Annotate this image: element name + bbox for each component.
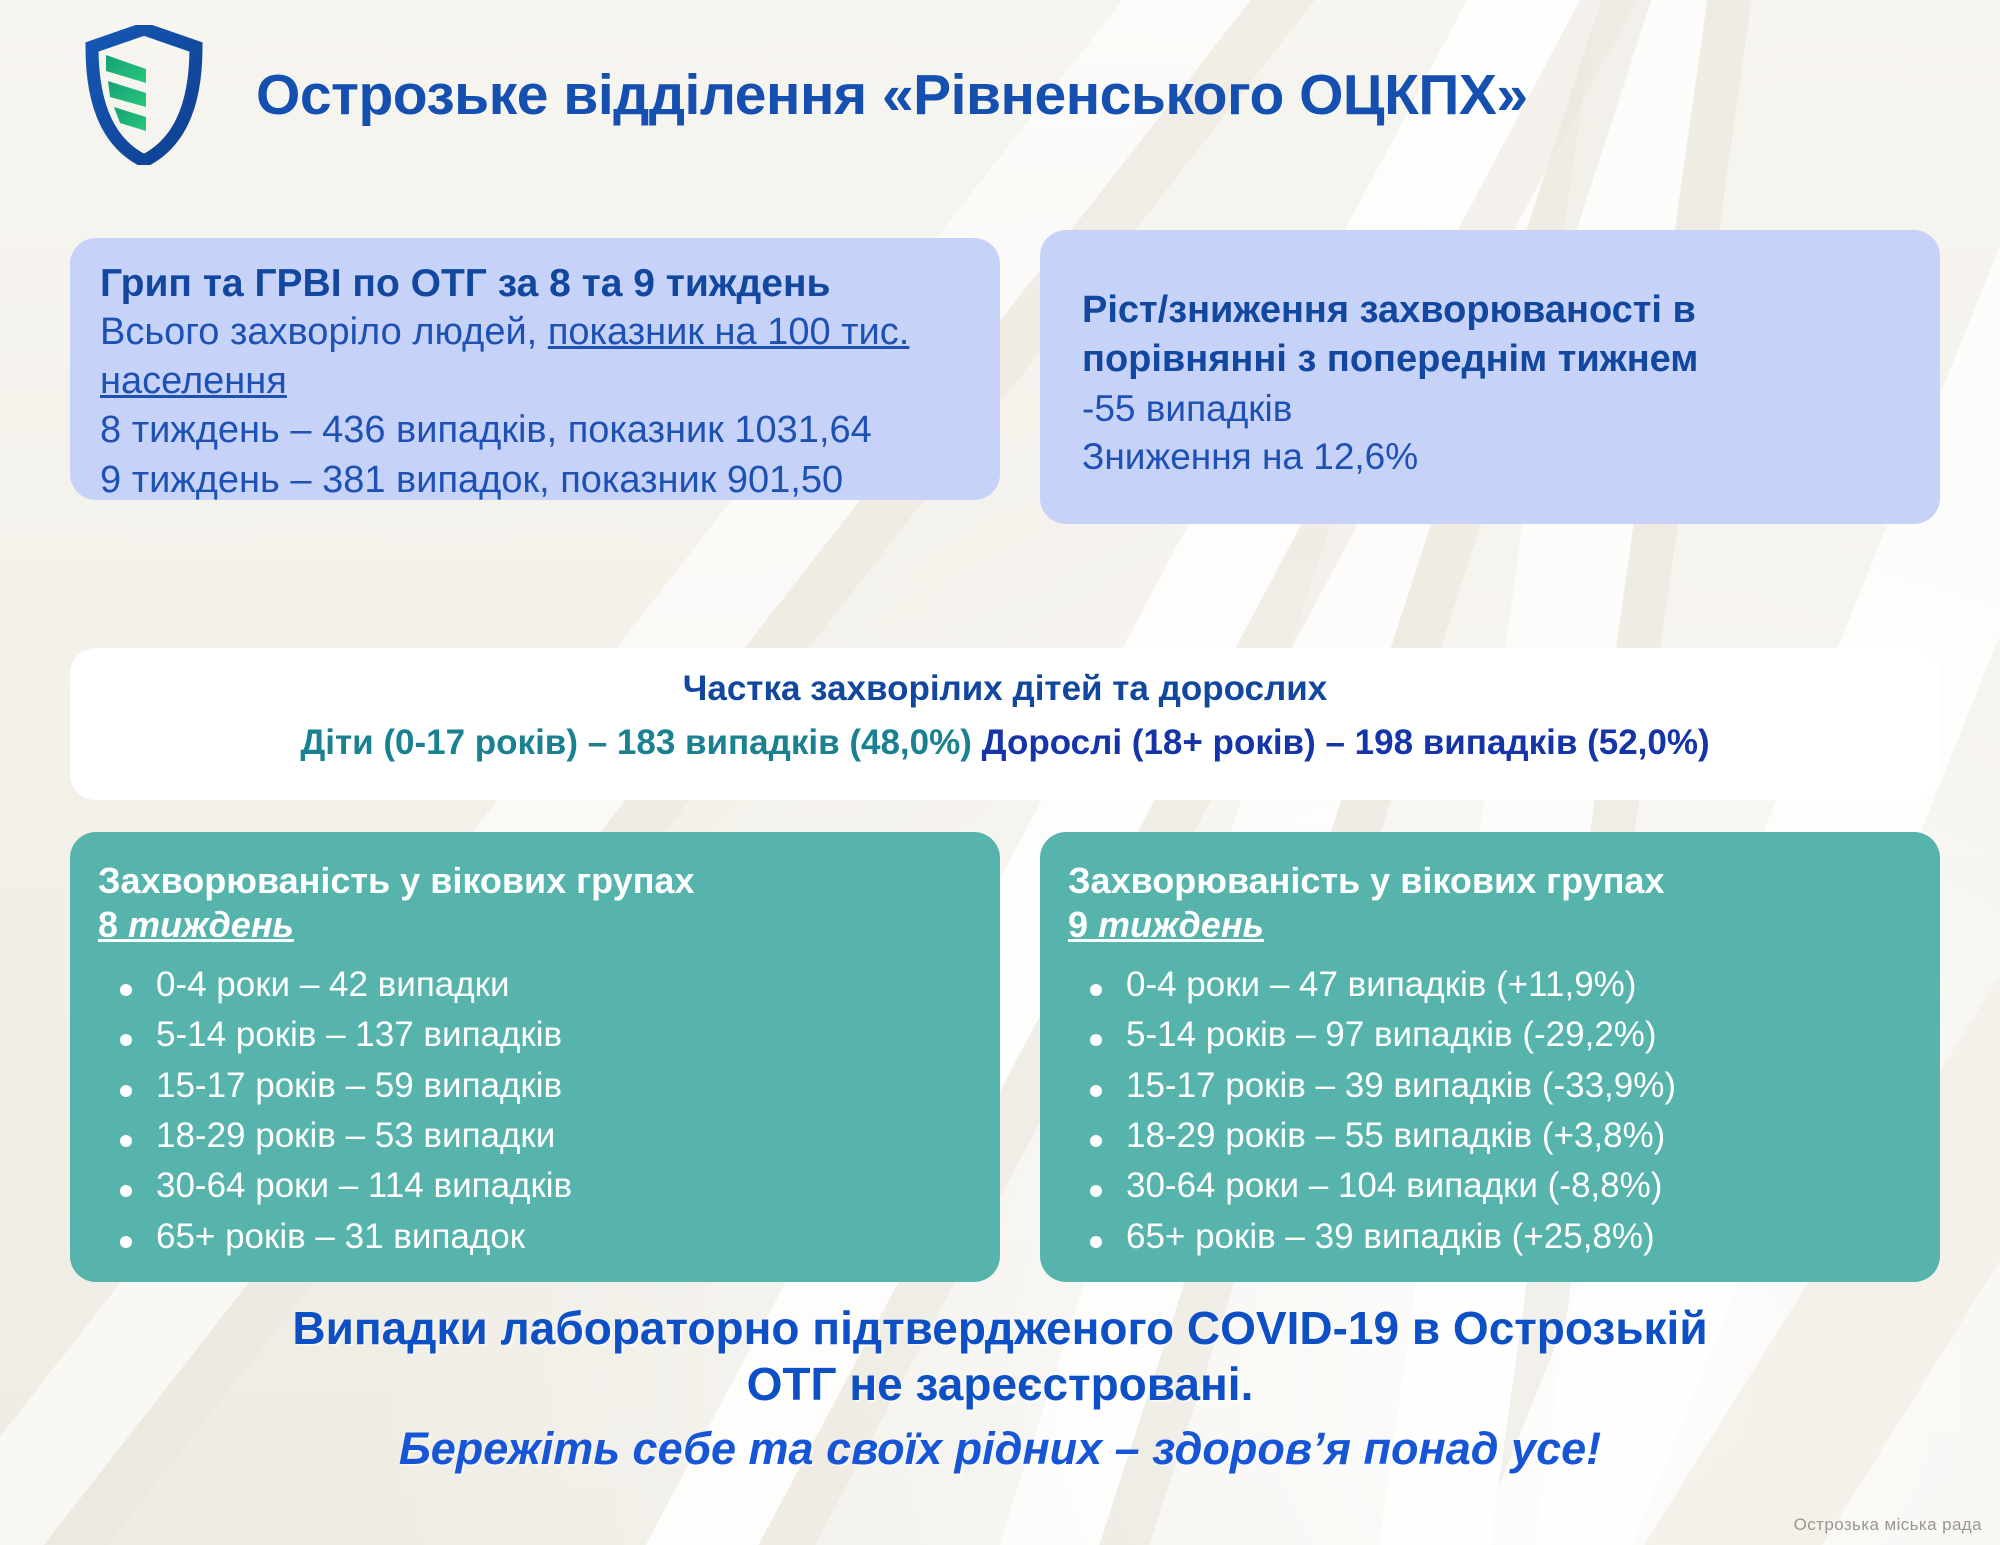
flu-summary-heading: Грип та ГРВІ по ОТГ за 8 та 9 тиждень — [100, 262, 831, 305]
header: Острозьке відділення «Рівненського ОЦКПХ… — [0, 0, 2000, 190]
list-item: 5-14 років – 97 випадків (-29,2%) — [1068, 1010, 1922, 1060]
list-item: 5-14 років – 137 випадків — [98, 1010, 982, 1060]
children-share: Діти (0-17 років) – 183 випадків (48,0%) — [300, 723, 972, 762]
age-groups-week8-list: 0-4 роки – 42 випадки 5-14 років – 137 в… — [98, 960, 982, 1262]
age-groups-week9-heading: Захворюваність у вікових групах — [1068, 860, 1665, 901]
age-share-band: Частка захворілих дітей та дорослих Діти… — [70, 648, 1940, 800]
list-item: 15-17 років – 59 випадків — [98, 1061, 982, 1111]
flu-week8-line: 8 тиждень – 436 випадків, показник 1031,… — [100, 409, 872, 452]
flu-total-prefix: Всього захворіло людей, — [100, 310, 548, 353]
footer-message: Випадки лабораторно підтвердженого COVID… — [0, 1300, 2000, 1479]
age-groups-week9-list: 0-4 роки – 47 випадків (+11,9%) 5-14 рок… — [1068, 960, 1922, 1262]
week8-number: 8 — [98, 903, 129, 945]
adults-share: Дорослі (18+ років) – 198 випадків (52,0… — [981, 723, 1710, 762]
list-item: 15-17 років – 39 випадків (-33,9%) — [1068, 1061, 1922, 1111]
week8-word: тиждень — [128, 903, 294, 945]
age-share-heading: Частка захворілих дітей та дорослих — [682, 669, 1328, 708]
list-item: 30-64 роки – 104 випадки (-8,8%) — [1068, 1161, 1922, 1211]
age-groups-week8-heading: Захворюваність у вікових групах — [98, 860, 695, 901]
change-percent: Зниження на 12,6% — [1082, 435, 1419, 477]
week9-word: тиждень — [1098, 903, 1264, 945]
age-share-values: Діти (0-17 років) – 183 випадків (48,0%)… — [94, 722, 1916, 764]
age-groups-week8-subheading: 8 тиждень — [98, 904, 982, 946]
covid-status-line-2: ОТГ не зареєстровані. — [746, 1358, 1254, 1411]
flu-summary-total: Всього захворіло людей, показник на 100 … — [100, 308, 970, 407]
shield-logo — [84, 22, 204, 169]
health-appeal: Бережіть себе та своїх рідних – здоров’я… — [398, 1423, 1602, 1475]
credit-label: Острозька міська рада — [1793, 1515, 1982, 1534]
list-item: 0-4 роки – 47 випадків (+11,9%) — [1068, 960, 1922, 1010]
flu-rate-note: показник на 100 тис. населення — [100, 310, 910, 402]
age-groups-week8-card: Захворюваність у вікових групах 8 тижден… — [70, 832, 1000, 1282]
week9-number: 9 — [1068, 903, 1099, 945]
list-item: 30-64 роки – 114 випадків — [98, 1161, 982, 1211]
age-groups-week9-card: Захворюваність у вікових групах 9 тижден… — [1040, 832, 1940, 1282]
age-groups-week9-subheading: 9 тиждень — [1068, 904, 1922, 946]
list-item: 18-29 років – 55 випадків (+3,8%) — [1068, 1111, 1922, 1161]
page-title: Острозьке відділення «Рівненського ОЦКПХ… — [256, 63, 1528, 127]
change-heading: Ріст/зниження захворюваності в порівнянн… — [1082, 289, 1699, 381]
covid-status-line-1: Випадки лабораторно підтвердженого COVID… — [292, 1302, 1708, 1354]
flu-week9-line: 9 тиждень – 381 випадок, показник 901,50 — [100, 458, 844, 501]
list-item: 0-4 роки – 42 випадки — [98, 960, 982, 1010]
list-item: 65+ років – 39 випадків (+25,8%) — [1068, 1212, 1922, 1262]
change-card: Ріст/зниження захворюваності в порівнянн… — [1040, 230, 1940, 524]
list-item: 18-29 років – 53 випадки — [98, 1111, 982, 1161]
flu-summary-card: Грип та ГРВІ по ОТГ за 8 та 9 тиждень Вс… — [70, 238, 1000, 501]
change-cases: -55 випадків — [1082, 387, 1293, 429]
list-item: 65+ років – 31 випадок — [98, 1212, 982, 1262]
